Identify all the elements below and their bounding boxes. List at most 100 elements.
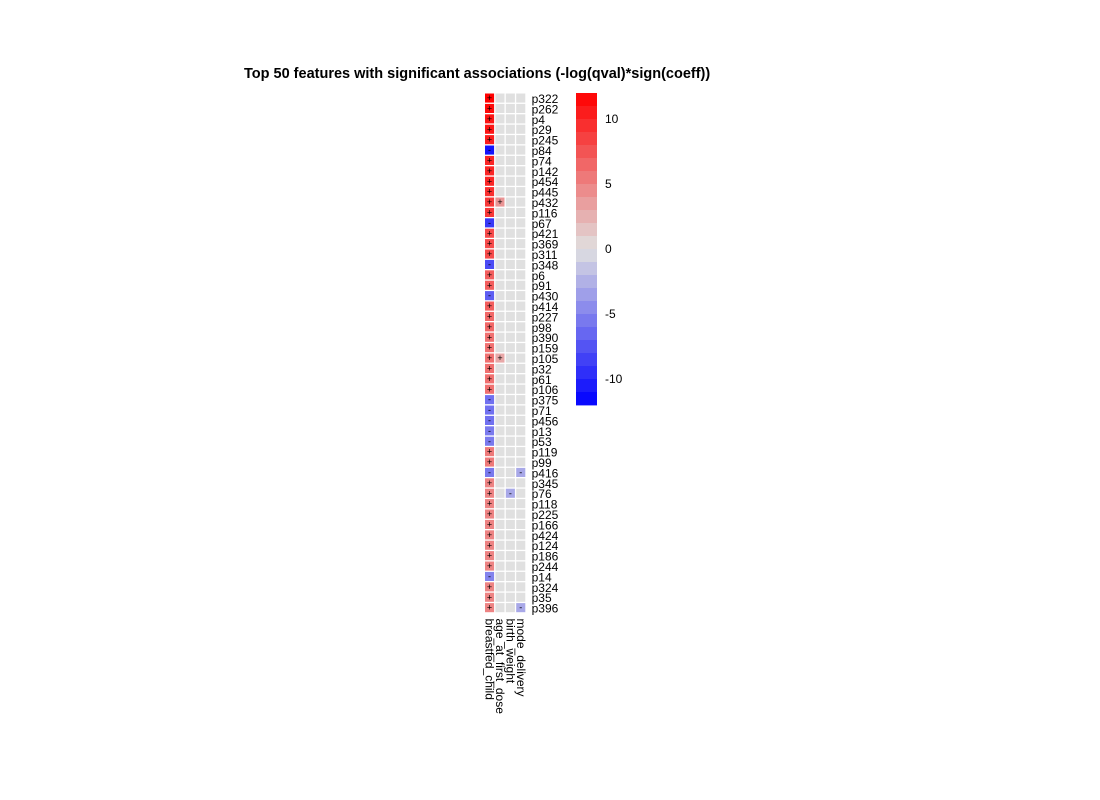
heatmap-cell [495,93,505,103]
heatmap-cell [485,509,495,519]
heatmap-cell [516,259,526,269]
legend-swatch [576,145,597,159]
row-label: p35 [532,591,552,605]
heatmap-cell [505,436,515,446]
heatmap-cell [505,270,515,280]
heatmap-cell [516,103,526,113]
heatmap-cell [485,405,495,415]
significance-mark: + [487,166,492,176]
heatmap-cell [495,270,505,280]
significance-mark: + [487,228,492,238]
legend-swatch [576,184,597,198]
heatmap-cell [516,603,526,613]
heatmap-cell [505,561,515,571]
legend-swatch [576,392,597,406]
heatmap-cell [516,124,526,134]
row-label: p119 [532,446,558,460]
column-label: birth_weight [503,619,517,684]
significance-mark: + [487,353,492,363]
significance-mark: + [487,155,492,165]
heatmap-cell [485,415,495,425]
heatmap-cell [495,135,505,145]
heatmap-cell [485,155,495,165]
heatmap-cell [505,363,515,373]
row-label: p322 [532,92,559,106]
heatmap-cell [485,603,495,613]
significance-mark: + [487,457,492,467]
heatmap-cell [505,415,515,425]
heatmap-cell [495,239,505,249]
heatmap-cell [485,499,495,509]
heatmap-cell [485,228,495,238]
significance-mark: + [487,603,492,613]
heatmap-cell [505,332,515,342]
heatmap-cell [516,571,526,581]
heatmap-cell [495,426,505,436]
row-label: p118 [532,498,558,512]
heatmap-cell [516,270,526,280]
heatmap-cell [516,426,526,436]
heatmap-cell [485,426,495,436]
heatmap-cell [495,447,505,457]
heatmap-cell [516,301,526,311]
significance-mark: - [488,145,491,155]
heatmap-cell [505,488,515,498]
significance-mark: + [487,561,492,571]
heatmap-cell [516,249,526,259]
heatmap-cell [495,259,505,269]
heatmap-cell [485,301,495,311]
row-label: p424 [532,529,559,543]
heatmap-cell [495,457,505,467]
heatmap-cell [505,519,515,529]
heatmap-cell [505,93,515,103]
heatmap-cell [485,530,495,540]
legend-swatch [576,288,597,302]
heatmap-cell [516,405,526,415]
heatmap-cell [495,145,505,155]
heatmap-cell [516,374,526,384]
legend-swatch [576,197,597,211]
heatmap-cell [516,519,526,529]
heatmap-cell [516,353,526,363]
significance-mark: + [487,363,492,373]
heatmap-cell [485,447,495,457]
significance-mark: + [487,322,492,332]
significance-mark: + [487,509,492,519]
significance-mark: + [487,488,492,498]
significance-mark: + [487,478,492,488]
heatmap-cell [485,197,495,207]
heatmap-cell [505,457,515,467]
heatmap-cell [485,374,495,384]
heatmap-cell [516,332,526,342]
heatmap-cell [495,603,505,613]
heatmap-cell [516,499,526,509]
heatmap-cell [495,592,505,602]
heatmap-cell [485,467,495,477]
heatmap-cell [485,561,495,571]
heatmap-cell [505,478,515,488]
heatmap-cell [495,343,505,353]
heatmap-cell [495,384,505,394]
row-label: p142 [532,165,559,179]
heatmap-cell [505,135,515,145]
heatmap-cell [505,155,515,165]
heatmap-cell [485,540,495,550]
significance-mark: + [487,551,492,561]
heatmap-cell [505,103,515,113]
heatmap-cell [485,571,495,581]
significance-mark: - [519,603,522,613]
heatmap-cell [485,519,495,529]
heatmap-cell [505,291,515,301]
row-label: p396 [532,602,559,616]
row-label: p445 [532,186,559,200]
heatmap-cell [495,530,505,540]
row-label: p98 [532,321,552,335]
row-label: p74 [532,154,552,168]
row-label: p32 [532,362,552,376]
heatmap-cell [516,509,526,519]
significance-mark: + [487,187,492,197]
heatmap-cell [516,166,526,176]
legend-swatch [576,236,597,250]
heatmap-cell [505,176,515,186]
heatmap-cell [485,135,495,145]
